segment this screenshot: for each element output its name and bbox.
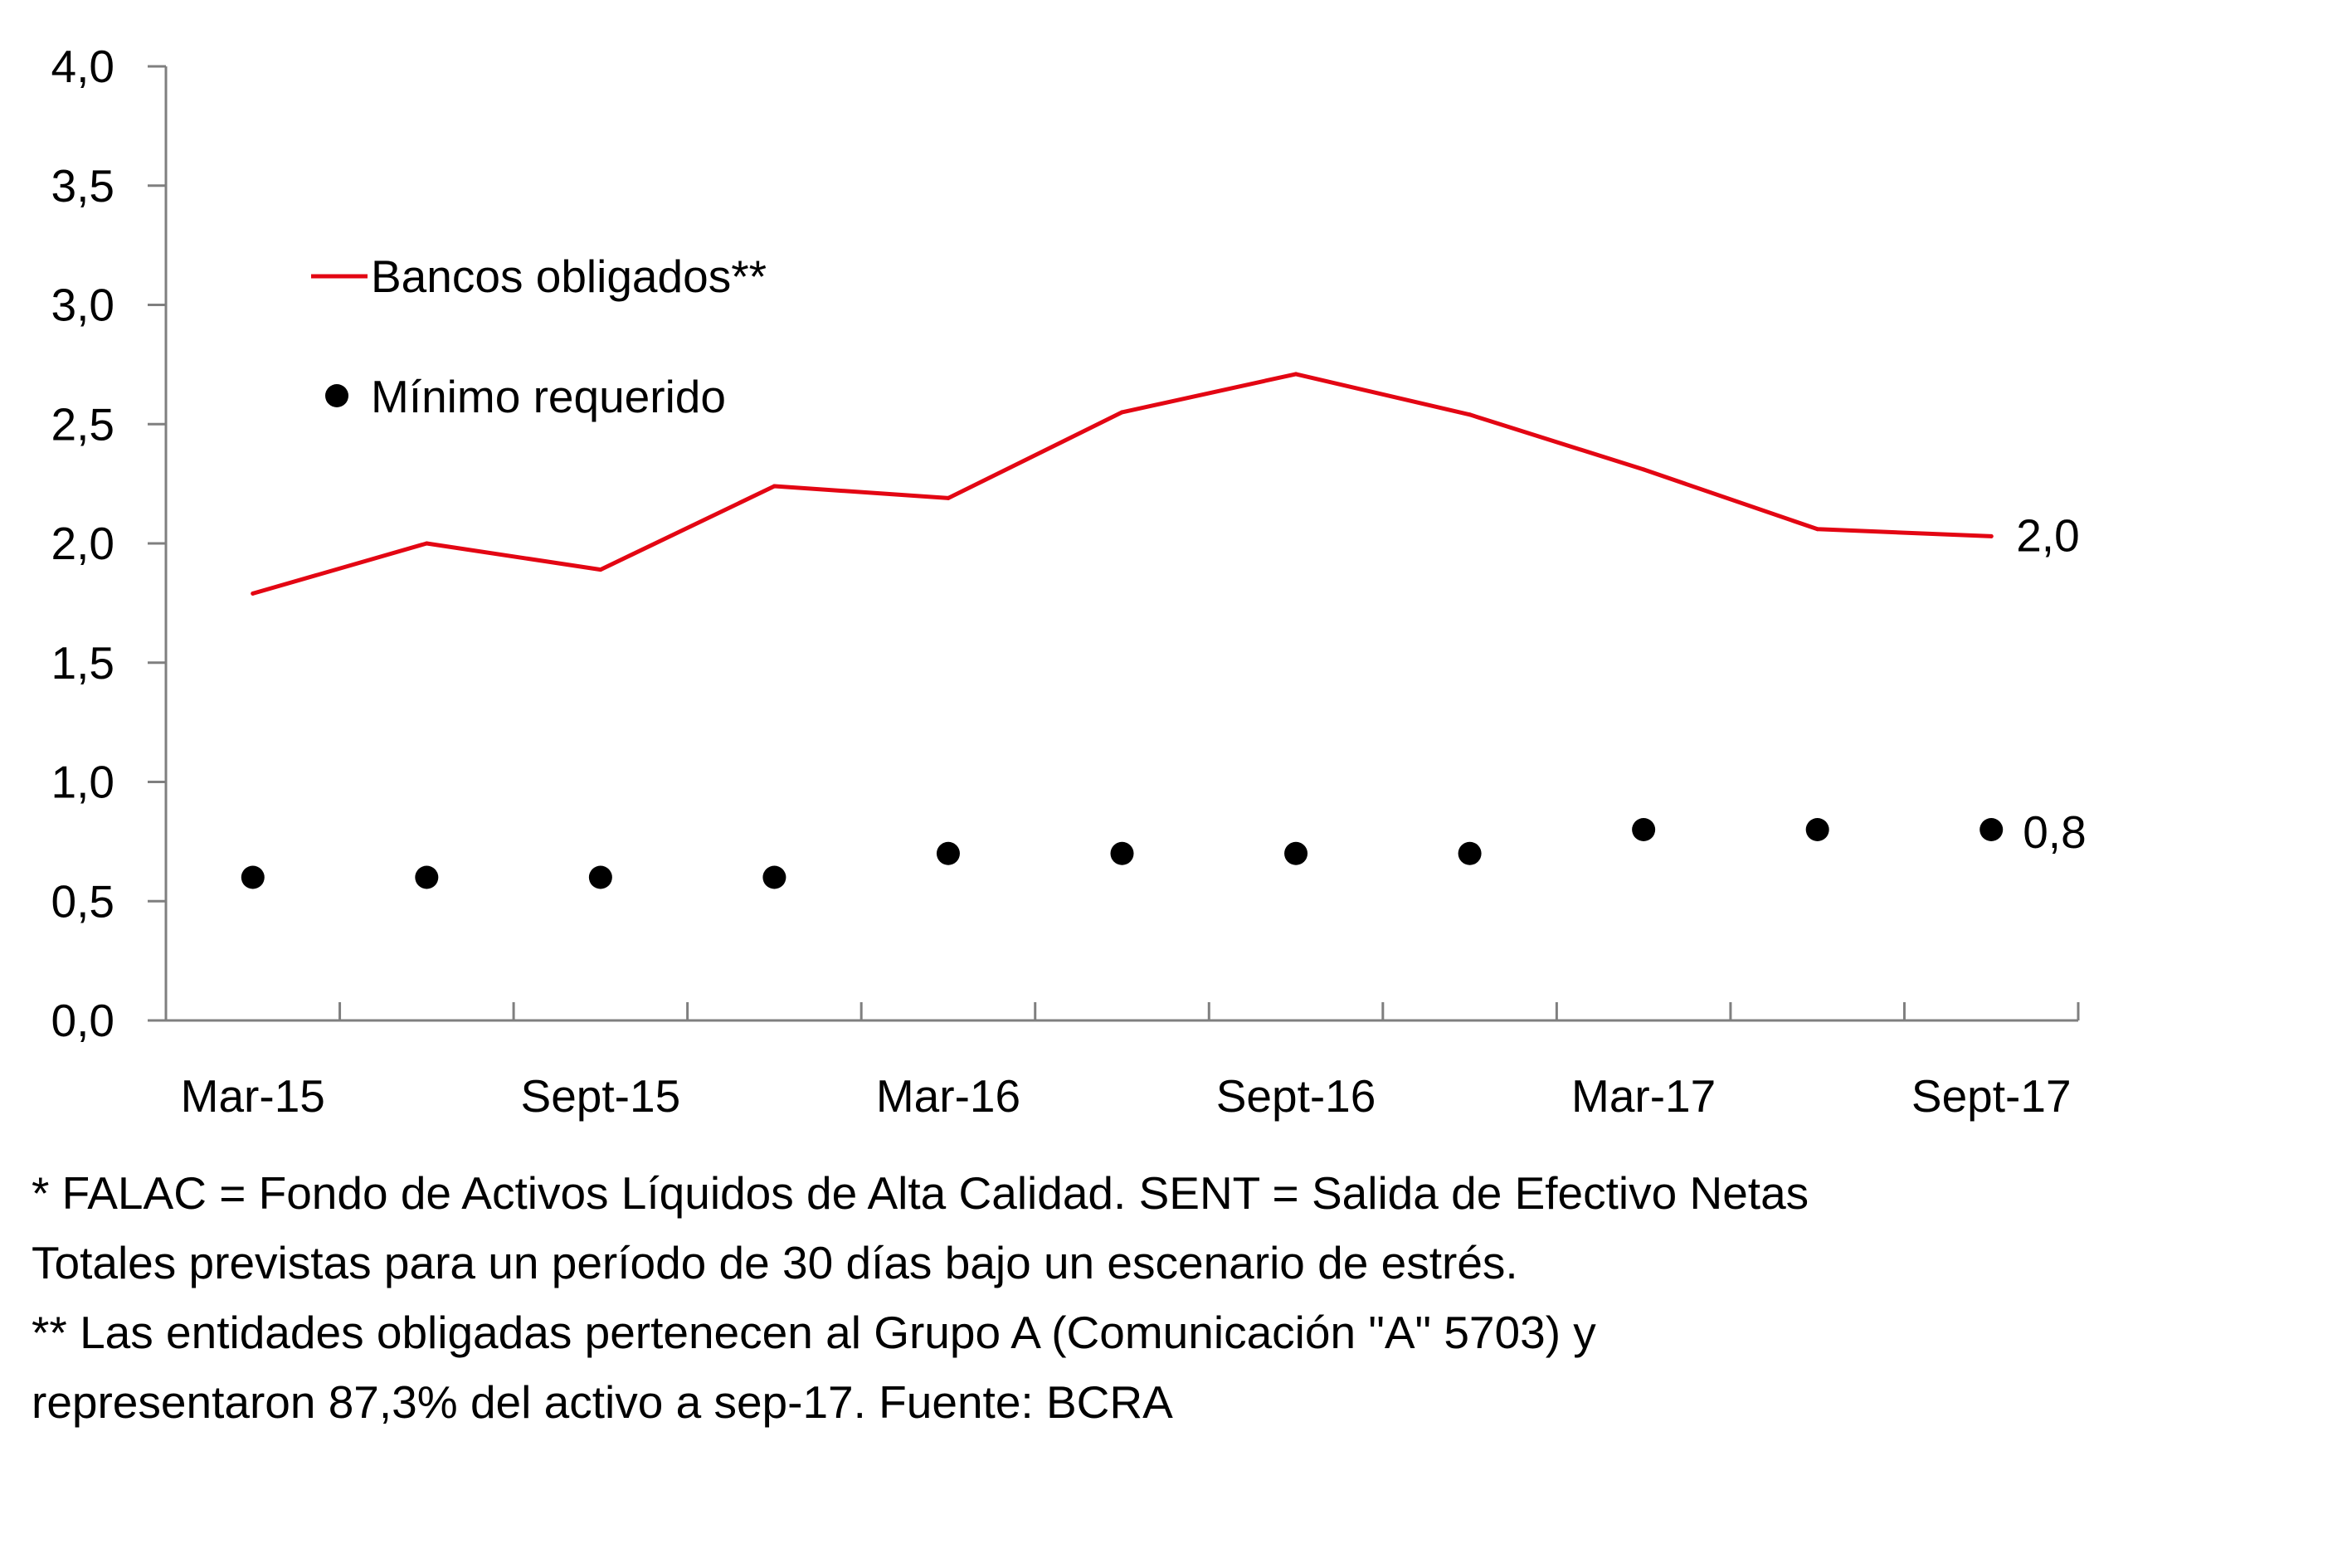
dot-point	[762, 865, 786, 889]
dot-point	[1458, 841, 1482, 865]
line-point	[1641, 467, 1646, 472]
end-labels: 2,0 0,8	[2016, 509, 2086, 858]
line-point	[1293, 372, 1298, 377]
line-point	[598, 567, 603, 572]
legend-label-minimo-requerido: Mínimo requerido	[371, 371, 726, 422]
y-tick-label: 3,0	[51, 280, 114, 331]
line-point	[1989, 533, 1994, 538]
line-point	[1468, 412, 1473, 417]
legend: Bancos obligados** Mínimo requerido	[311, 251, 767, 422]
x-tick-label: Sept-15	[521, 1070, 681, 1122]
end-label-minimo-requerido: 0,8	[2023, 806, 2086, 858]
line-point	[1120, 410, 1124, 415]
legend-label-bancos-obligados: Bancos obligados**	[371, 251, 767, 302]
y-tick-label: 0,5	[51, 875, 114, 927]
dot-point	[1979, 818, 2004, 841]
y-tick-label: 3,5	[51, 160, 114, 212]
dot-point	[1110, 841, 1134, 865]
footnote-line-4: representaron 87,3% del activo a sep-17.…	[32, 1376, 1173, 1428]
dot-point	[415, 865, 439, 889]
line-point	[251, 591, 256, 596]
line-point	[424, 541, 429, 546]
legend-swatch-dot	[325, 384, 348, 407]
dot-point	[1632, 818, 1656, 841]
y-tick-label: 2,0	[51, 518, 114, 569]
y-tick-label: 0,0	[51, 995, 114, 1046]
footnote-line-2: Totales previstas para un período de 30 …	[32, 1237, 1518, 1288]
x-tick-label: Mar-16	[876, 1070, 1020, 1122]
dot-point	[1284, 841, 1308, 865]
footnote-line-3: ** Las entidades obligadas pertenecen al…	[32, 1307, 1596, 1358]
series-line-group	[251, 372, 1994, 596]
footnote-line-1: * FALAC = Fondo de Activos Líquidos de A…	[32, 1167, 1809, 1219]
x-tick-label: Mar-17	[1571, 1070, 1716, 1122]
dot-point	[241, 865, 265, 889]
end-label-bancos-obligados: 2,0	[2016, 509, 2079, 561]
y-tick-label: 2,5	[51, 398, 114, 450]
y-tick-label: 1,5	[51, 637, 114, 689]
x-tick-label: Sept-16	[1216, 1070, 1376, 1122]
y-tick-label: 4,0	[51, 41, 114, 92]
line-point	[1815, 527, 1820, 532]
x-tick-label: Mar-15	[181, 1070, 325, 1122]
line-point	[772, 484, 777, 489]
x-tick-label: Sept-17	[1911, 1070, 2072, 1122]
dot-point	[1805, 818, 1829, 841]
line-point	[946, 495, 951, 500]
axes: 0,0 0,5 1,0 1,5 2,0 2,5 3,0 3,5 4,0 Mar-15 Sept-15…	[51, 41, 2080, 1122]
y-tick-label: 1,0	[51, 757, 114, 808]
dot-point	[588, 865, 612, 889]
series-dots-group	[241, 818, 2004, 889]
dot-point	[936, 841, 960, 865]
